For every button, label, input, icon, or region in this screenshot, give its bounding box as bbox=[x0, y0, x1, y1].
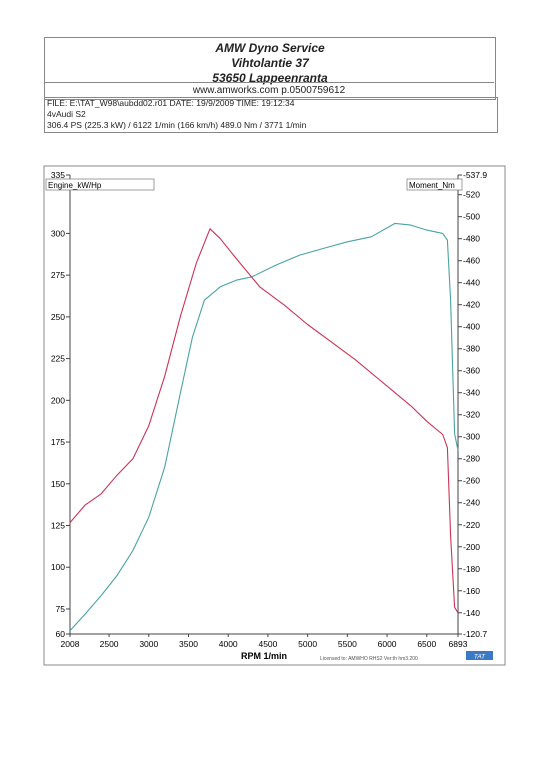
right-tick-label: -420 bbox=[463, 300, 480, 310]
right-axis-label: Moment_Nm bbox=[409, 181, 455, 190]
x-tick-label: 3000 bbox=[139, 639, 158, 649]
x-tick-label: 6893 bbox=[449, 639, 468, 649]
license-text: Licensed to: AMWHO RHS2 Ver:th hm3.200 bbox=[320, 656, 418, 662]
left-tick-label: 300 bbox=[51, 228, 65, 238]
tat-logo-text: TAT bbox=[474, 654, 486, 661]
left-tick-label: 60 bbox=[56, 629, 66, 639]
torque-curve-line bbox=[69, 228, 459, 614]
left-tick-label: 335 bbox=[51, 170, 65, 180]
left-axis-label: Engine_kW/Hp bbox=[48, 181, 102, 190]
axis-ticks: 2008 2500 3000 3500 4000 4500 5000 5500 6000 6500… bbox=[51, 170, 488, 649]
right-tick-label: -360 bbox=[463, 366, 480, 376]
left-tick-label: 225 bbox=[51, 354, 65, 364]
right-tick-label: -460 bbox=[463, 256, 480, 266]
chart-frame bbox=[43, 165, 506, 666]
left-tick-label: 100 bbox=[51, 562, 65, 572]
x-tick-label: 4000 bbox=[219, 639, 238, 649]
right-tick-label: -320 bbox=[463, 410, 480, 420]
vehicle-name: 4vAudi S2 bbox=[47, 109, 86, 119]
x-tick-label: 6500 bbox=[417, 639, 436, 649]
right-tick-label: -440 bbox=[463, 278, 480, 288]
right-tick-label: -280 bbox=[463, 454, 480, 464]
run-info-box: FILE: E:\TAT_W98\aubdd02.r01 DATE: 19/9/… bbox=[44, 97, 498, 133]
right-tick-label: -120.7 bbox=[463, 629, 487, 639]
left-tick-label: 250 bbox=[51, 312, 65, 322]
right-tick-label: -520 bbox=[463, 190, 480, 200]
right-tick-label: -300 bbox=[463, 432, 480, 442]
city-address: 53650 Lappeenranta bbox=[212, 71, 328, 85]
report-header: AMW Dyno Service Vihtolantie 37 53650 La… bbox=[44, 37, 496, 100]
right-tick-label: -140 bbox=[463, 608, 480, 618]
left-legend-box bbox=[45, 178, 155, 191]
x-tick-label: 2500 bbox=[100, 639, 119, 649]
x-tick-label: 3500 bbox=[179, 639, 198, 649]
street-address: Vihtolantie 37 bbox=[231, 56, 309, 70]
left-tick-label: 175 bbox=[51, 437, 65, 447]
x-axis-label: RPM 1/min bbox=[241, 651, 287, 661]
x-tick-label: 6000 bbox=[378, 639, 397, 649]
left-tick-label: 125 bbox=[51, 521, 65, 531]
x-tick-label: 2008 bbox=[61, 639, 80, 649]
left-tick-label: 200 bbox=[51, 395, 65, 405]
right-tick-label: -180 bbox=[463, 564, 480, 574]
left-tick-label: 275 bbox=[51, 270, 65, 280]
right-tick-label: -340 bbox=[463, 388, 480, 398]
result-line: 306.4 PS (225.3 kW) / 6122 1/min (166 km… bbox=[47, 120, 307, 130]
right-tick-label: -400 bbox=[463, 322, 480, 332]
x-tick-label: 4500 bbox=[258, 639, 277, 649]
company-name: AMW Dyno Service bbox=[215, 41, 325, 55]
right-tick-label: -160 bbox=[463, 586, 480, 596]
right-legend-box bbox=[406, 178, 463, 191]
left-tick-label: 150 bbox=[51, 479, 65, 489]
left-tick-label: 75 bbox=[56, 604, 66, 614]
series-layer bbox=[69, 222, 459, 632]
right-tick-label: -240 bbox=[463, 498, 480, 508]
right-tick-label: -200 bbox=[463, 542, 480, 552]
power-curve-line bbox=[69, 222, 459, 632]
right-tick-label: -220 bbox=[463, 520, 480, 530]
right-tick-label: -500 bbox=[463, 212, 480, 222]
tat-logo bbox=[466, 651, 493, 660]
file-line: FILE: E:\TAT_W98\aubdd02.r01 DATE: 19/9/… bbox=[47, 98, 295, 108]
right-tick-label: -480 bbox=[463, 234, 480, 244]
website-phone: www.amworks.com p.0500759612 bbox=[44, 82, 494, 97]
right-tick-label: -537.9 bbox=[463, 170, 487, 180]
right-tick-label: -380 bbox=[463, 344, 480, 354]
x-tick-label: 5000 bbox=[298, 639, 317, 649]
x-tick-label: 5500 bbox=[338, 639, 357, 649]
right-tick-label: -260 bbox=[463, 476, 480, 486]
